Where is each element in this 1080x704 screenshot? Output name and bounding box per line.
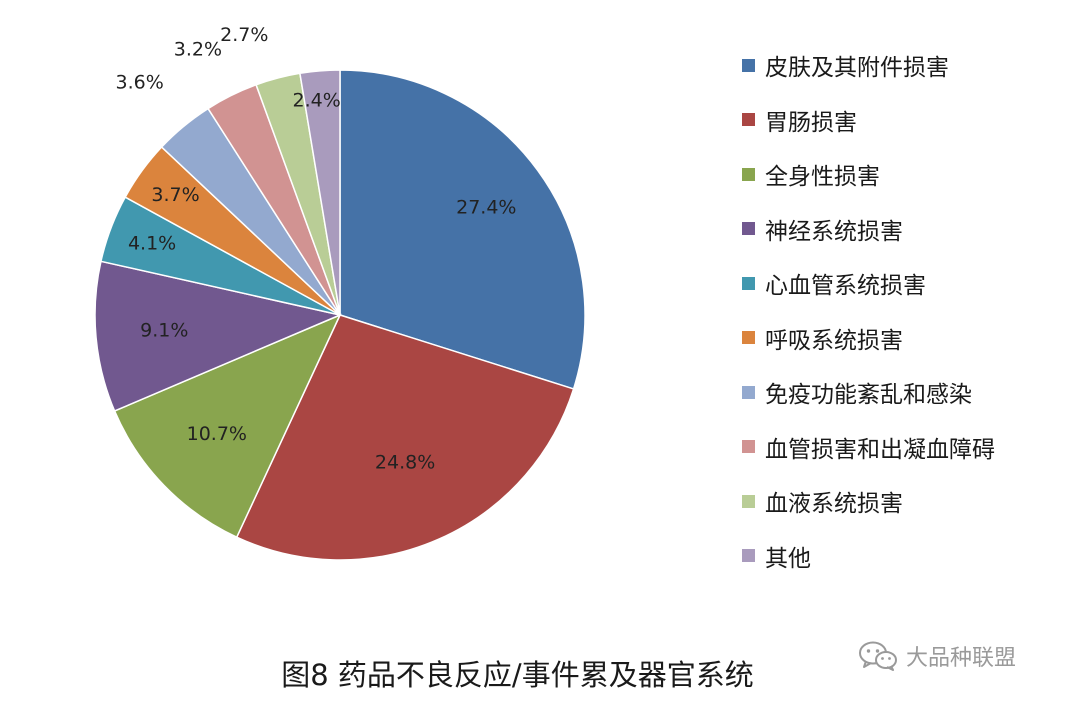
legend-label: 免疫功能紊乱和感染: [765, 382, 972, 409]
legend-swatch: [742, 385, 755, 399]
pie-slice: [113, 313, 342, 539]
slice-data-label: 2.4%: [293, 90, 341, 112]
legend-label: 神经系统损害: [765, 218, 903, 245]
slice-data-label: 27.4%: [456, 196, 516, 218]
legend-label: 心血管系统损害: [765, 273, 926, 300]
legend-item: 其他: [742, 529, 1072, 584]
slice-data-label: 10.7%: [187, 423, 247, 445]
legend-label: 血管损害和出凝血障碍: [765, 436, 995, 463]
slice-data-label: 3.2%: [174, 38, 222, 60]
pie-slice: [339, 69, 586, 390]
legend-swatch: [742, 276, 755, 290]
legend-swatch: [742, 58, 755, 72]
legend-item: 全身性损害: [742, 147, 1072, 202]
legend-label: 皮肤及其附件损害: [765, 55, 949, 82]
wechat-icon: [859, 641, 897, 671]
legend-item: 皮肤及其附件损害: [742, 38, 1072, 93]
legend-item: 胃肠损害: [742, 93, 1072, 148]
slice-data-label: 4.1%: [128, 233, 176, 255]
legend-label: 全身性损害: [765, 164, 880, 191]
legend-item: 免疫功能紊乱和感染: [742, 365, 1072, 420]
watermark: 大品种联盟: [858, 640, 1016, 672]
chart-title: 图8 药品不良反应/事件累及器官系统: [281, 658, 754, 692]
legend-swatch: [742, 494, 755, 508]
legend-label: 其他: [765, 545, 811, 572]
slice-data-label: 2.7%: [220, 24, 268, 46]
legend-item: 呼吸系统损害: [742, 311, 1072, 366]
legend-item: 心血管系统损害: [742, 256, 1072, 311]
pie-chart: 27.4% 24.8% 10.7% 9.1% 4.1% 3.7% 3.6% 3.2%2.7% 2…: [94, 24, 586, 561]
legend-label: 血液系统损害: [765, 491, 903, 518]
watermark-text: 大品种联盟: [906, 646, 1017, 671]
legend-item: 血液系统损害: [742, 474, 1072, 529]
legend-swatch: [742, 222, 755, 236]
legend-swatch: [742, 549, 755, 563]
legend-item: 神经系统损害: [742, 202, 1072, 257]
legend-swatch: [742, 440, 755, 454]
legend-swatch: [742, 113, 755, 127]
pie-slice: [299, 69, 341, 316]
slice-data-label: 3.6%: [116, 72, 164, 94]
legend: 皮肤及其附件损害 胃肠损害全身性损害神经系统损害 心血管系统损害 呼吸系统损害免疫功能…: [742, 38, 1072, 583]
pie-slice: [235, 314, 575, 561]
slice-data-label: 3.7%: [151, 184, 199, 206]
legend-item: 血管损害和出凝血障碍: [742, 420, 1072, 475]
slice-data-label: 9.1%: [140, 320, 188, 342]
legend-swatch: [742, 167, 755, 181]
pie-slice: [94, 260, 343, 412]
slice-data-label: 24.8%: [375, 452, 435, 474]
legend-label: 呼吸系统损害: [765, 327, 903, 354]
legend-swatch: [742, 331, 755, 345]
legend-label: 胃肠损害: [765, 109, 857, 136]
